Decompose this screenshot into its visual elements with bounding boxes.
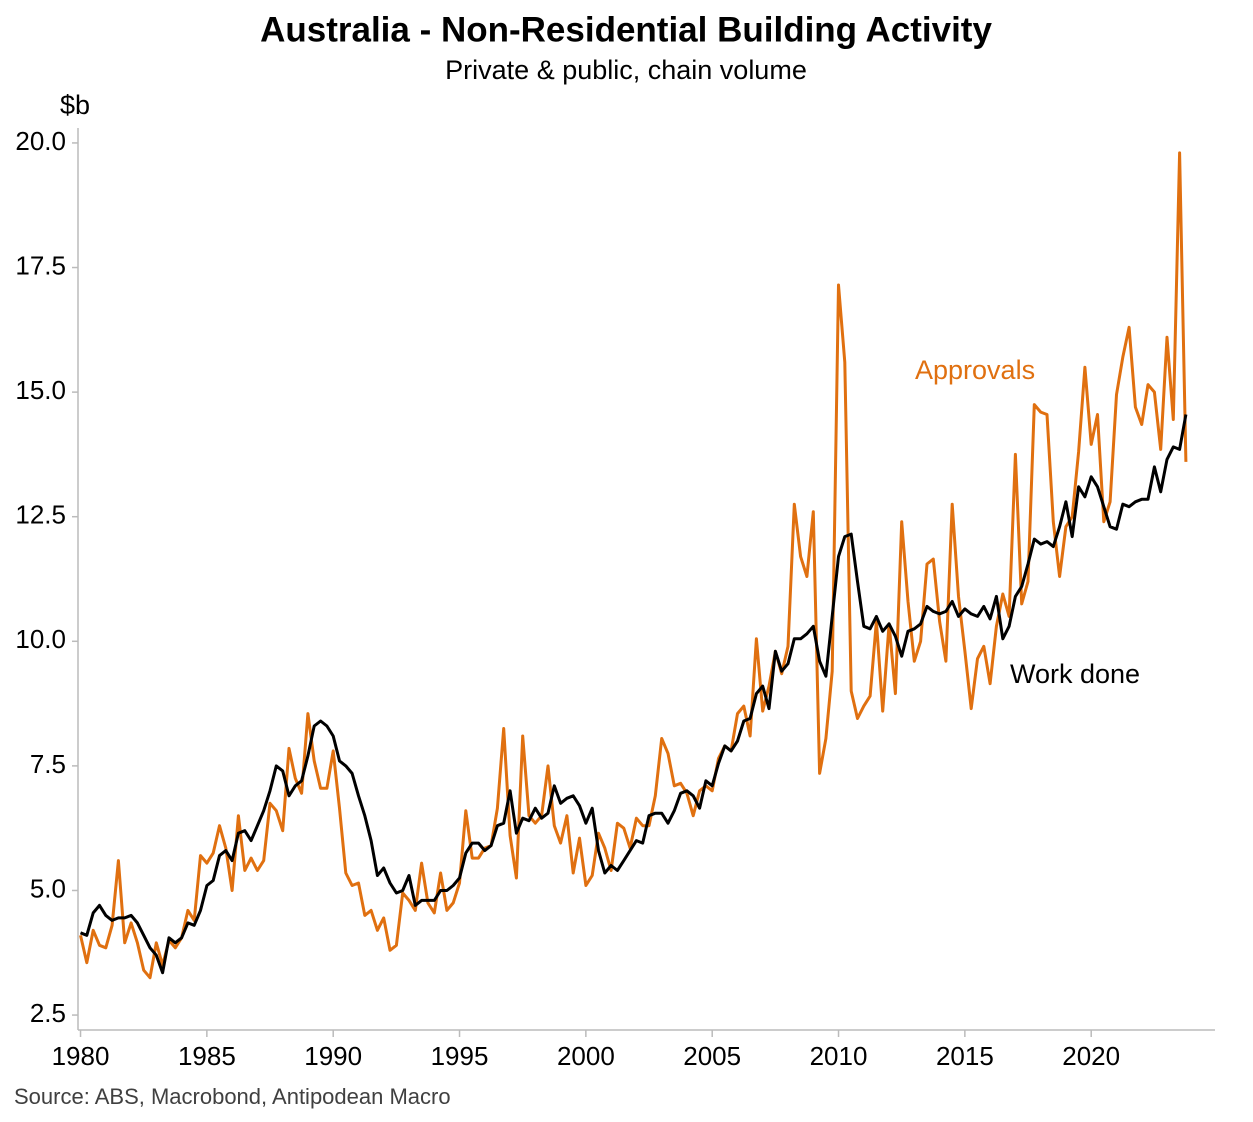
chart-title: Australia - Non-Residential Building Act… [260,10,992,49]
x-tick-label: 1985 [178,1041,236,1071]
x-tick-label: 2015 [936,1041,994,1071]
y-tick-label: 5.0 [30,873,66,903]
x-tick-label: 1995 [431,1041,489,1071]
x-tick-label: 1990 [304,1041,362,1071]
y-tick-label: 20.0 [15,126,66,156]
y-tick-label: 2.5 [30,998,66,1028]
series-line [79,414,1188,975]
y-tick-label: 12.5 [15,500,66,530]
series-line [79,151,1188,980]
x-tick-label: 1980 [52,1041,110,1071]
x-tick-label: 2020 [1062,1041,1120,1071]
y-tick-label: 7.5 [30,749,66,779]
x-tick-label: 2005 [683,1041,741,1071]
y-tick-label: 17.5 [15,250,66,280]
y-axis-unit: $b [60,90,90,120]
y-tick-label: 10.0 [15,624,66,654]
series-label: Approvals [915,355,1035,385]
x-tick-label: 2010 [810,1041,868,1071]
series-label: Work done [1010,659,1140,689]
y-tick-label: 15.0 [15,375,66,405]
source-note: Source: ABS, Macrobond, Antipodean Macro [14,1084,451,1109]
chart-subtitle: Private & public, chain volume [445,55,807,85]
x-tick-label: 2000 [557,1041,615,1071]
